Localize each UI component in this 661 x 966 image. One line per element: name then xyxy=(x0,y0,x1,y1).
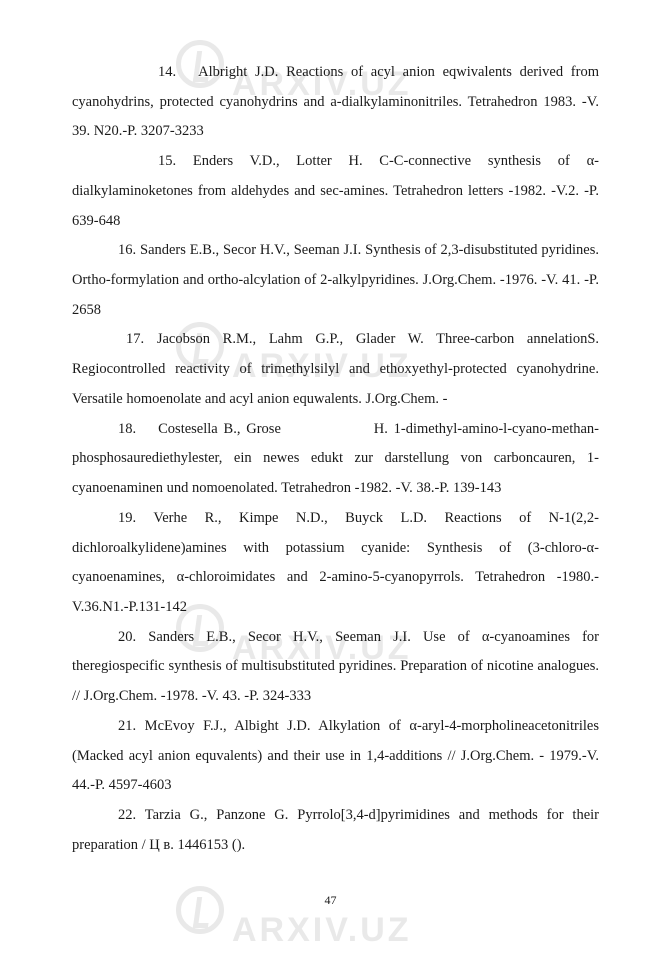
ref-text: Jacobson R.M., Lahm G.P., Glader W. Thre… xyxy=(72,331,599,406)
ref-num: 16. xyxy=(118,242,136,258)
reference-15: 15. Enders V.D., Lotter H. C-C-connectiv… xyxy=(72,147,599,236)
page-body: 14.Albright J.D. Reactions of acyl anion… xyxy=(72,58,599,860)
reference-20: 20. Sanders E.B., Secor H.V., Seeman J.I… xyxy=(72,623,599,712)
reference-16: 16. Sanders E.B., Secor H.V., Seeman J.I… xyxy=(72,236,599,325)
ref-text: Tarzia G., Panzone G. Pyrrolo[3,4-d]pyri… xyxy=(72,807,599,853)
ref-num: 19. xyxy=(118,510,136,526)
reference-19: 19. Verhe R., Kimpe N.D., Buyck L.D. Rea… xyxy=(72,504,599,623)
ref-num: 21. xyxy=(118,718,136,734)
ref-text: Sanders E.B., Secor H.V., Seeman J.I. Sy… xyxy=(72,242,599,317)
ref-text: Enders V.D., Lotter H. C-C-connective sy… xyxy=(72,153,599,228)
ref-num: 14. xyxy=(158,64,176,80)
ref-text: Sanders E.B., Secor H.V., Seeman J.I. Us… xyxy=(72,629,599,704)
ref-text: McEvoy F.J., Albight J.D. Alkylation of … xyxy=(72,718,599,793)
reference-21: 21. McEvoy F.J., Albight J.D. Alkylation… xyxy=(72,712,599,801)
ref-num: 22. xyxy=(118,807,136,823)
page-number: 47 xyxy=(0,888,661,913)
ref-num: 17. xyxy=(126,331,144,347)
ref-num: 20. xyxy=(118,629,136,645)
ref-text: Verhe R., Kimpe N.D., Buyck L.D. Reactio… xyxy=(72,510,599,615)
reference-14: 14.Albright J.D. Reactions of acyl anion… xyxy=(72,58,599,147)
reference-22: 22. Tarzia G., Panzone G. Pyrrolo[3,4-d]… xyxy=(72,801,599,860)
reference-18: 18.Costesella B., Grose H. 1-dimethyl-am… xyxy=(72,415,599,504)
ref-num: 15. xyxy=(158,153,176,169)
ref-num: 18. xyxy=(118,421,136,437)
reference-17: 17. Jacobson R.M., Lahm G.P., Glader W. … xyxy=(72,325,599,414)
ref-text: Albright J.D. Reactions of acyl anion eq… xyxy=(72,64,599,139)
